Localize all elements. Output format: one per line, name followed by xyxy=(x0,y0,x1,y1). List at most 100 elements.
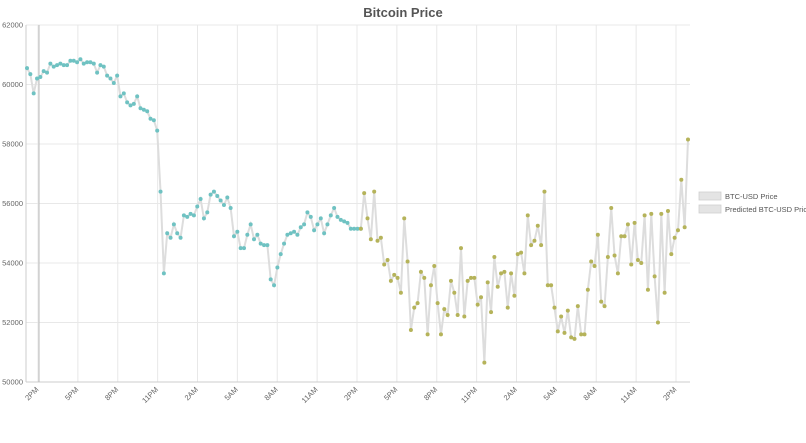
data-point[interactable] xyxy=(135,94,140,99)
data-point[interactable] xyxy=(31,91,36,96)
data-point[interactable] xyxy=(585,287,590,292)
data-point[interactable] xyxy=(605,255,610,260)
data-point[interactable] xyxy=(599,299,604,304)
data-point[interactable] xyxy=(282,241,287,246)
data-point[interactable] xyxy=(372,189,377,194)
data-point[interactable] xyxy=(512,293,517,298)
data-point[interactable] xyxy=(71,58,76,63)
legend-label[interactable]: Predicted BTC-USD Price xyxy=(725,205,806,214)
data-point[interactable] xyxy=(335,214,340,219)
data-point[interactable] xyxy=(632,220,637,225)
data-point[interactable] xyxy=(552,305,557,310)
data-point[interactable] xyxy=(101,64,106,69)
data-point[interactable] xyxy=(215,194,220,199)
data-point[interactable] xyxy=(475,302,480,307)
data-point[interactable] xyxy=(105,73,110,78)
data-point[interactable] xyxy=(402,216,407,221)
data-point[interactable] xyxy=(28,72,33,77)
data-point[interactable] xyxy=(555,329,560,334)
data-point[interactable] xyxy=(235,229,240,234)
data-point[interactable] xyxy=(615,271,620,276)
data-point[interactable] xyxy=(218,198,223,203)
data-point[interactable] xyxy=(602,304,607,309)
data-point[interactable] xyxy=(312,228,317,233)
data-point[interactable] xyxy=(168,235,173,240)
data-point[interactable] xyxy=(61,63,66,68)
data-point[interactable] xyxy=(148,116,153,121)
data-point[interactable] xyxy=(221,202,226,207)
data-point[interactable] xyxy=(629,262,634,267)
data-point[interactable] xyxy=(178,235,183,240)
data-point[interactable] xyxy=(645,287,650,292)
data-point[interactable] xyxy=(141,107,146,112)
data-point[interactable] xyxy=(595,232,600,237)
data-point[interactable] xyxy=(679,177,684,182)
data-point[interactable] xyxy=(438,332,443,337)
data-point[interactable] xyxy=(292,229,297,234)
data-point[interactable] xyxy=(325,222,330,227)
data-point[interactable] xyxy=(205,210,210,215)
data-point[interactable] xyxy=(25,66,29,71)
data-point[interactable] xyxy=(589,259,594,264)
data-point[interactable] xyxy=(408,327,413,332)
data-point[interactable] xyxy=(415,301,420,306)
data-point[interactable] xyxy=(482,360,487,365)
data-point[interactable] xyxy=(435,301,440,306)
data-point[interactable] xyxy=(635,258,640,263)
data-point[interactable] xyxy=(539,243,544,248)
data-point[interactable] xyxy=(412,305,417,310)
legend-swatch[interactable] xyxy=(698,204,722,214)
data-point[interactable] xyxy=(225,195,230,200)
data-point[interactable] xyxy=(111,81,116,86)
data-point[interactable] xyxy=(55,63,60,68)
data-point[interactable] xyxy=(171,222,176,227)
data-point[interactable] xyxy=(462,314,467,319)
data-point[interactable] xyxy=(362,191,367,196)
data-point[interactable] xyxy=(262,243,267,248)
data-point[interactable] xyxy=(405,259,410,264)
data-point[interactable] xyxy=(191,213,196,218)
data-point[interactable] xyxy=(151,118,156,123)
data-point[interactable] xyxy=(158,189,163,194)
data-point[interactable] xyxy=(252,237,257,242)
data-point[interactable] xyxy=(452,290,457,295)
data-point[interactable] xyxy=(231,234,236,239)
data-point[interactable] xyxy=(682,225,687,230)
data-point[interactable] xyxy=(592,263,597,268)
data-point[interactable] xyxy=(458,246,463,251)
data-point[interactable] xyxy=(569,335,574,340)
data-point[interactable] xyxy=(509,271,514,276)
data-point[interactable] xyxy=(125,100,130,105)
data-point[interactable] xyxy=(515,252,520,257)
data-point[interactable] xyxy=(639,261,644,265)
data-point[interactable] xyxy=(181,213,186,218)
data-point[interactable] xyxy=(425,332,430,337)
data-point[interactable] xyxy=(322,231,327,236)
data-point[interactable] xyxy=(355,226,360,231)
data-point[interactable] xyxy=(65,63,70,68)
legend-label[interactable]: BTC-USD Price xyxy=(725,192,778,201)
data-point[interactable] xyxy=(81,61,86,66)
data-point[interactable] xyxy=(465,278,470,283)
data-point[interactable] xyxy=(448,278,453,283)
data-point[interactable] xyxy=(492,255,497,260)
data-point[interactable] xyxy=(128,103,133,108)
data-point[interactable] xyxy=(358,226,363,231)
data-point[interactable] xyxy=(95,70,100,75)
data-point[interactable] xyxy=(662,290,667,295)
data-point[interactable] xyxy=(228,205,233,210)
data-point[interactable] xyxy=(652,274,657,279)
data-point[interactable] xyxy=(572,336,577,341)
data-point[interactable] xyxy=(502,269,507,274)
data-point[interactable] xyxy=(201,216,206,221)
data-point[interactable] xyxy=(45,70,50,75)
data-point[interactable] xyxy=(51,64,56,69)
data-point[interactable] xyxy=(489,310,494,315)
data-point[interactable] xyxy=(58,61,63,66)
data-point[interactable] xyxy=(378,235,383,240)
data-point[interactable] xyxy=(505,305,510,310)
data-point[interactable] xyxy=(258,241,263,246)
data-point[interactable] xyxy=(499,271,504,276)
data-point[interactable] xyxy=(265,243,270,248)
data-point[interactable] xyxy=(575,304,580,309)
